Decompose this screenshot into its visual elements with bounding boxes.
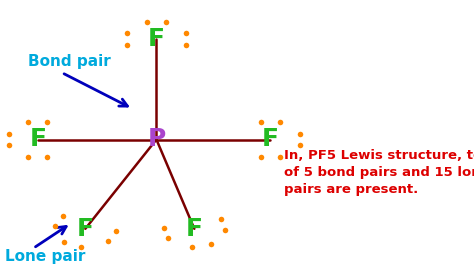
Text: F: F xyxy=(29,128,46,151)
Text: F: F xyxy=(77,217,94,241)
Text: F: F xyxy=(186,217,203,241)
Text: F: F xyxy=(262,128,279,151)
Text: Bond pair: Bond pair xyxy=(28,54,111,69)
Text: P: P xyxy=(147,128,165,151)
Text: Lone pair: Lone pair xyxy=(5,249,85,264)
Text: F: F xyxy=(148,27,165,51)
Text: In, PF5 Lewis structure, total
of 5 bond pairs and 15 lone
pairs are present.: In, PF5 Lewis structure, total of 5 bond… xyxy=(284,150,474,196)
